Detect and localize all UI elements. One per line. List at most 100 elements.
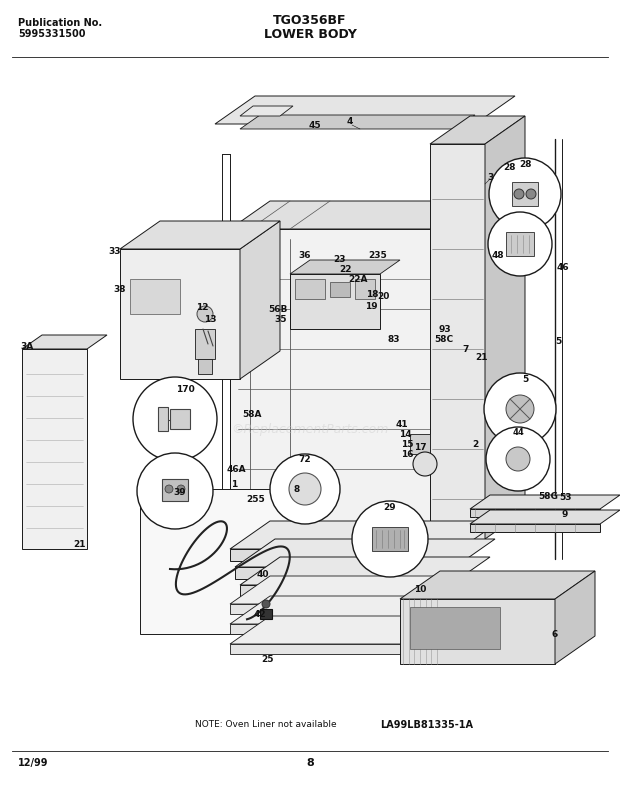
- Polygon shape: [120, 222, 280, 250]
- Polygon shape: [230, 549, 460, 561]
- Text: 23: 23: [334, 255, 346, 264]
- Polygon shape: [400, 599, 555, 664]
- Circle shape: [137, 454, 213, 529]
- Polygon shape: [240, 116, 475, 130]
- Text: 28: 28: [503, 163, 516, 173]
- Polygon shape: [235, 540, 495, 567]
- Text: 4: 4: [347, 117, 353, 126]
- Text: 56B: 56B: [268, 305, 288, 314]
- Polygon shape: [158, 407, 168, 431]
- Circle shape: [177, 485, 185, 493]
- Polygon shape: [430, 117, 525, 145]
- Text: 41: 41: [396, 420, 409, 429]
- Text: 33: 33: [108, 247, 122, 256]
- Polygon shape: [22, 336, 107, 349]
- Polygon shape: [512, 183, 538, 206]
- Polygon shape: [230, 521, 500, 549]
- Bar: [140, 489, 305, 634]
- Circle shape: [526, 190, 536, 200]
- Text: 13: 13: [204, 315, 216, 324]
- Text: 18: 18: [366, 290, 378, 300]
- Polygon shape: [198, 360, 212, 374]
- Polygon shape: [430, 145, 485, 540]
- Bar: [162, 479, 188, 501]
- Polygon shape: [120, 250, 240, 380]
- Text: 10: 10: [414, 585, 426, 593]
- Bar: [355, 279, 375, 300]
- Text: 72: 72: [299, 454, 311, 463]
- Polygon shape: [240, 557, 490, 585]
- Text: 1: 1: [231, 480, 237, 489]
- Text: 25: 25: [262, 654, 274, 663]
- Circle shape: [506, 447, 530, 471]
- Text: 38: 38: [113, 285, 126, 294]
- Text: 22: 22: [340, 265, 352, 274]
- Text: 40: 40: [257, 570, 269, 579]
- Polygon shape: [170, 410, 190, 430]
- Text: 48: 48: [492, 251, 504, 259]
- Polygon shape: [555, 571, 595, 664]
- Text: 29: 29: [384, 503, 396, 512]
- Circle shape: [506, 396, 534, 423]
- Text: 9: 9: [562, 510, 568, 519]
- Text: 53: 53: [559, 493, 571, 502]
- Text: LA99LB81335-1A: LA99LB81335-1A: [380, 719, 473, 729]
- Polygon shape: [470, 511, 620, 524]
- Polygon shape: [230, 604, 450, 614]
- Text: 28: 28: [519, 160, 531, 169]
- Text: 16: 16: [401, 450, 414, 459]
- Circle shape: [197, 307, 213, 323]
- Polygon shape: [290, 261, 400, 275]
- Text: 21: 21: [476, 353, 489, 362]
- Polygon shape: [506, 233, 534, 257]
- Text: 83: 83: [388, 335, 401, 344]
- Text: 2: 2: [472, 440, 478, 449]
- Polygon shape: [410, 607, 500, 649]
- Text: ©ReplacementParts.com: ©ReplacementParts.com: [231, 423, 389, 436]
- Text: 21: 21: [74, 540, 86, 548]
- Text: 8: 8: [306, 757, 314, 767]
- Circle shape: [262, 601, 270, 608]
- Text: 22A: 22A: [348, 275, 368, 284]
- Polygon shape: [230, 644, 450, 654]
- Text: 255: 255: [247, 495, 265, 503]
- Text: 44: 44: [512, 427, 524, 437]
- Text: NOTE: Oven Liner not available: NOTE: Oven Liner not available: [195, 719, 337, 728]
- Text: 12/99: 12/99: [18, 757, 48, 767]
- Polygon shape: [240, 585, 450, 597]
- Polygon shape: [410, 434, 430, 454]
- Polygon shape: [230, 577, 490, 604]
- Polygon shape: [240, 222, 280, 380]
- Polygon shape: [470, 509, 600, 517]
- Polygon shape: [470, 495, 620, 509]
- Polygon shape: [235, 567, 455, 579]
- Text: TGO356BF: TGO356BF: [273, 14, 347, 27]
- Text: 46: 46: [557, 263, 569, 272]
- Circle shape: [352, 501, 428, 577]
- Circle shape: [484, 373, 556, 446]
- Circle shape: [413, 452, 437, 476]
- Polygon shape: [400, 571, 595, 599]
- Polygon shape: [240, 107, 293, 117]
- Circle shape: [486, 427, 550, 491]
- Text: 45: 45: [309, 120, 321, 129]
- Polygon shape: [485, 117, 525, 540]
- Circle shape: [289, 474, 321, 505]
- Circle shape: [488, 213, 552, 277]
- Bar: [330, 283, 350, 298]
- Text: Publication No.: Publication No.: [18, 18, 102, 28]
- Text: 39: 39: [174, 488, 187, 497]
- Text: 3: 3: [487, 173, 493, 182]
- Text: 12: 12: [196, 303, 208, 312]
- Bar: [260, 609, 272, 619]
- Text: 17: 17: [414, 443, 427, 452]
- Circle shape: [165, 485, 173, 493]
- Bar: [290, 275, 380, 329]
- Text: 15: 15: [401, 440, 414, 449]
- Text: 8: 8: [294, 485, 300, 494]
- Text: 5995331500: 5995331500: [18, 29, 86, 39]
- Bar: [295, 279, 325, 300]
- Polygon shape: [230, 597, 490, 624]
- Text: 46A: 46A: [226, 465, 246, 474]
- Circle shape: [514, 190, 524, 200]
